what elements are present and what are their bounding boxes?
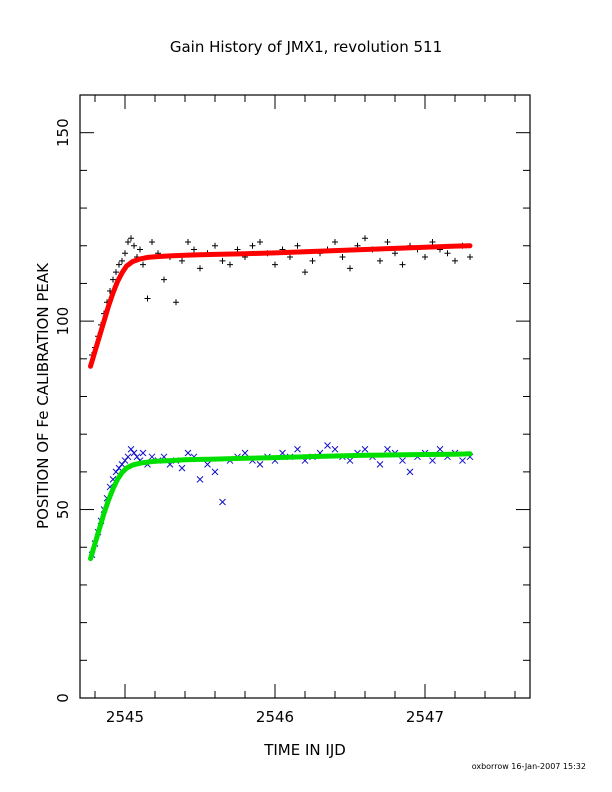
data-point: [197, 265, 203, 272]
data-point: [137, 246, 143, 253]
data-point: [227, 261, 233, 268]
data-point: [161, 276, 167, 283]
data-point: [294, 445, 301, 453]
data-point: [376, 460, 384, 468]
y-tick-label: 50: [54, 500, 72, 519]
data-point: [302, 269, 308, 276]
data-point: [204, 460, 211, 468]
axis-tick-labels: 2545 2546 2547 0 50 100 150: [54, 118, 444, 726]
axis-ticks: [80, 95, 530, 699]
data-point: [219, 257, 226, 264]
data-point: [144, 295, 151, 302]
footer-note: oxborrow 16-Jan-2007 15:32: [472, 762, 586, 771]
data-point: [332, 238, 338, 245]
data-point: [309, 257, 316, 264]
y-axis-label: POSITION OF Fe CALIBRATION PEAK: [34, 262, 52, 529]
data-point: [211, 468, 219, 476]
data-point: [324, 442, 331, 449]
data-point: [116, 261, 122, 268]
data-point: [392, 250, 398, 257]
x-tick-label: 2547: [406, 708, 444, 726]
data-point: [128, 235, 134, 242]
x-axis-label: TIME IN IJD: [263, 741, 346, 759]
data-point: [149, 238, 155, 245]
data-point: [184, 449, 192, 457]
plot-frame: [79, 94, 531, 699]
data-point: [249, 242, 256, 249]
data-point: [399, 457, 406, 464]
data-point: [272, 261, 278, 268]
data-point: [257, 238, 263, 245]
data-point: [178, 464, 186, 472]
data-point: [110, 276, 116, 283]
data-point: [347, 265, 353, 272]
data-point: [287, 254, 293, 261]
data-point: [429, 457, 436, 464]
data-point: [139, 449, 147, 457]
data-point: [377, 257, 383, 264]
data-point: [118, 460, 126, 468]
data-point: [212, 242, 218, 249]
data-point: [173, 299, 179, 306]
chart-title: Gain History of JMX1, revolution 511: [170, 38, 442, 56]
data-point: [112, 468, 120, 476]
data-point: [399, 261, 406, 268]
data-point: [148, 453, 156, 461]
fit-curve-2: [88, 243, 473, 369]
data-point: [467, 254, 473, 261]
x-tick-label: 2545: [106, 708, 144, 726]
series-layer: [88, 235, 474, 562]
data-point: [124, 453, 132, 461]
data-point: [436, 445, 444, 453]
data-point: [429, 238, 436, 245]
data-point: [444, 250, 451, 257]
data-point: [122, 250, 128, 257]
data-point: [422, 254, 428, 261]
data-point: [140, 261, 146, 268]
data-point: [219, 498, 226, 506]
data-point: [125, 238, 131, 245]
data-point: [452, 257, 458, 264]
data-point: [179, 257, 185, 264]
data-point: [346, 457, 354, 464]
data-point: [294, 242, 301, 249]
data-point: [191, 246, 197, 253]
data-point: [384, 445, 391, 453]
data-point: [256, 460, 264, 468]
fit-curve-3: [88, 451, 473, 562]
data-point: [362, 235, 368, 242]
data-point: [406, 468, 414, 476]
data-point: [331, 445, 339, 453]
data-point: [131, 242, 137, 249]
data-point: [113, 269, 119, 276]
data-point: [459, 457, 466, 464]
data-point: [384, 238, 391, 245]
y-tick-label: 0: [54, 693, 72, 703]
x-tick-label: 2546: [256, 708, 294, 726]
data-point: [241, 449, 249, 457]
data-point: [361, 445, 369, 453]
data-point: [133, 453, 141, 461]
data-point: [339, 254, 346, 261]
data-point: [196, 476, 204, 483]
y-tick-label: 150: [54, 118, 72, 147]
y-tick-label: 100: [54, 307, 72, 336]
data-point: [121, 457, 129, 464]
data-point: [130, 449, 138, 457]
data-point: [119, 257, 125, 264]
data-point: [185, 238, 191, 245]
data-point: [127, 445, 135, 453]
